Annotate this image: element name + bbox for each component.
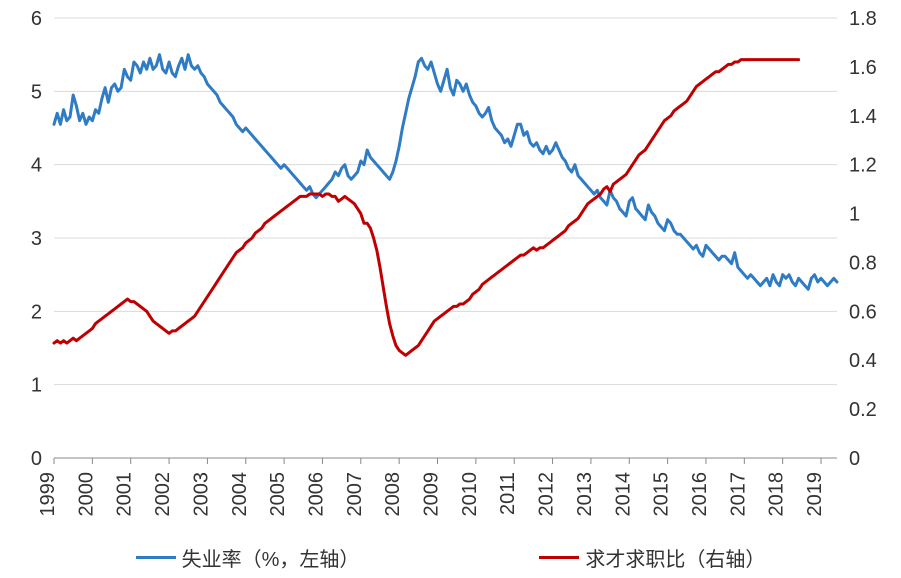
svg-text:0.2: 0.2 xyxy=(849,399,877,421)
svg-text:5: 5 xyxy=(31,81,42,103)
svg-text:1.8: 1.8 xyxy=(849,8,877,30)
legend-item-job-ratio: 求才求职比（右轴） xyxy=(539,543,765,572)
legend-swatch-job-ratio xyxy=(539,556,579,559)
svg-text:0.4: 0.4 xyxy=(849,350,877,372)
svg-text:1.4: 1.4 xyxy=(849,106,877,128)
svg-text:2004: 2004 xyxy=(229,472,251,517)
svg-text:2012: 2012 xyxy=(536,472,558,517)
svg-text:3: 3 xyxy=(31,228,42,250)
svg-text:2018: 2018 xyxy=(766,472,788,517)
svg-text:1.6: 1.6 xyxy=(849,57,877,79)
svg-text:4: 4 xyxy=(31,155,42,177)
legend: 失业率（%，左轴） 求才求职比（右轴） xyxy=(0,543,901,572)
svg-text:2009: 2009 xyxy=(421,472,443,517)
svg-text:2015: 2015 xyxy=(651,472,673,517)
svg-text:2008: 2008 xyxy=(382,472,404,517)
legend-label-job-ratio: 求才求职比（右轴） xyxy=(585,543,765,572)
svg-text:2003: 2003 xyxy=(190,472,212,517)
svg-text:2007: 2007 xyxy=(344,472,366,517)
svg-text:2006: 2006 xyxy=(305,472,327,517)
svg-text:2002: 2002 xyxy=(152,472,174,517)
svg-text:0: 0 xyxy=(31,448,42,470)
legend-item-unemployment: 失业率（%，左轴） xyxy=(136,543,360,572)
svg-text:6: 6 xyxy=(31,8,42,30)
svg-text:2000: 2000 xyxy=(75,472,97,517)
svg-text:2014: 2014 xyxy=(612,472,634,517)
svg-text:2013: 2013 xyxy=(574,472,596,517)
svg-text:0.6: 0.6 xyxy=(849,301,877,323)
svg-text:1.2: 1.2 xyxy=(849,155,877,177)
dual-axis-line-chart: 0 1 2 3 4 5 6 0 0.2 0.4 0.6 0.8 1 1.2 1.4 1.6 1.8 1999 200… xyxy=(0,0,901,578)
svg-text:1: 1 xyxy=(849,204,860,226)
svg-text:2011: 2011 xyxy=(497,472,519,515)
svg-text:2001: 2001 xyxy=(114,472,136,517)
svg-text:2005: 2005 xyxy=(267,472,289,517)
svg-text:2016: 2016 xyxy=(689,472,711,517)
chart-container: 0 1 2 3 4 5 6 0 0.2 0.4 0.6 0.8 1 1.2 1.4 1.6 1.8 1999 200… xyxy=(0,0,901,578)
svg-text:1: 1 xyxy=(31,375,42,397)
svg-text:0.8: 0.8 xyxy=(849,252,877,274)
svg-text:2019: 2019 xyxy=(804,472,826,517)
svg-text:0: 0 xyxy=(849,448,860,470)
svg-text:2: 2 xyxy=(31,301,42,323)
svg-text:2017: 2017 xyxy=(727,472,749,517)
legend-swatch-unemployment xyxy=(136,556,176,559)
svg-text:2010: 2010 xyxy=(459,472,481,517)
legend-label-unemployment: 失业率（%，左轴） xyxy=(182,543,360,572)
svg-text:1999: 1999 xyxy=(37,472,59,517)
